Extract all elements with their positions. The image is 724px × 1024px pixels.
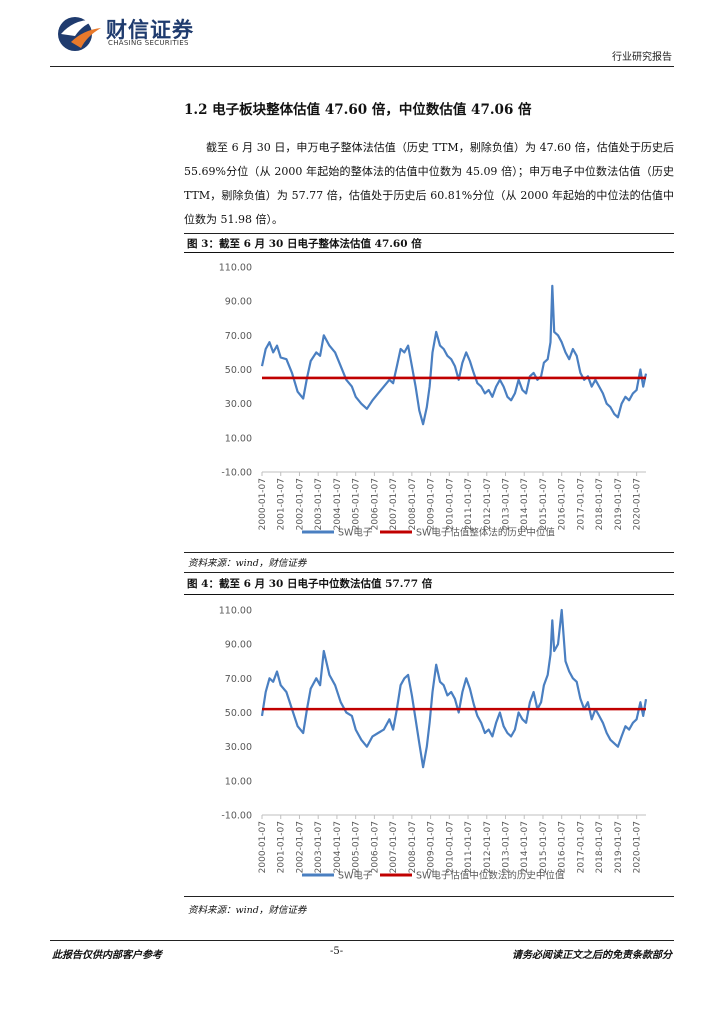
x-tick-label: 2013-01-07 — [502, 478, 512, 530]
x-tick-label: 2013-01-07 — [502, 821, 512, 873]
body-paragraph: 截至 6 月 30 日，申万电子整体法估值（历史 TTM，剔除负值）为 47.6… — [184, 141, 674, 226]
y-tick-label: 30.00 — [225, 399, 252, 410]
x-tick-label: 2020-01-07 — [633, 478, 643, 530]
x-tick-label: 2009-01-07 — [427, 478, 437, 530]
footer-disclaimer-left: 此报告仅供内部客户参考 — [52, 950, 162, 961]
brand-name-en: CHASING SECURITIES — [108, 39, 189, 47]
company-logo-icon — [57, 12, 103, 54]
x-tick-label: 2005-01-07 — [352, 821, 362, 873]
figure-3-chart: 110.00 90.00 70.00 50.00 30.00 10.00 -10.00 200… — [219, 263, 648, 539]
x-tick-label: 2001-01-07 — [277, 478, 287, 530]
report-type: 行业研究报告 — [612, 52, 672, 63]
x-tick-label: 2014-01-07 — [520, 821, 530, 873]
x-tick-label: 2009-01-07 — [427, 821, 437, 873]
figure-3-top-rule — [184, 233, 674, 234]
figure-3-source: 资料来源：wind，财信证券 — [188, 558, 307, 569]
series-line-sw-electronics — [260, 284, 648, 426]
figure-4-bottom-rule — [184, 896, 674, 897]
x-tick-label: 2019-01-07 — [614, 478, 624, 530]
figure-4-chart: 110.00 90.00 70.00 50.00 30.00 10.00 -10.00 200… — [219, 606, 648, 882]
x-tick-label: 2003-01-07 — [314, 478, 324, 530]
y-tick-label: 50.00 — [225, 365, 252, 376]
figure-4-title-rule — [184, 594, 674, 595]
x-tick-label: 2016-01-07 — [558, 478, 568, 530]
figure-4-top-rule — [184, 572, 674, 573]
x-tick-label: 2006-01-07 — [370, 478, 380, 530]
x-tick-label: 2003-01-07 — [314, 821, 324, 873]
legend-label-historical-median: SW电子估值整体法的历史中位值 — [416, 527, 555, 539]
x-tick-label: 2001-01-07 — [277, 821, 287, 873]
x-tick-label: 2002-01-07 — [295, 478, 305, 530]
footer-divider — [50, 940, 674, 941]
x-tick-label: 2012-01-07 — [483, 478, 493, 530]
x-tick-label: 2005-01-07 — [352, 478, 362, 530]
figure-3-title: 图 3：截至 6 月 30 日电子整体法估值 47.60 倍 — [187, 238, 422, 250]
y-tick-label: 110.00 — [219, 263, 252, 274]
figure-3-title-rule — [184, 252, 674, 253]
legend-label-sw-electronics: SW电子 — [338, 870, 373, 882]
x-tick-label: 2008-01-07 — [408, 478, 418, 530]
x-tick-label: 2017-01-07 — [576, 478, 586, 530]
x-tick-label: 2000-01-07 — [258, 478, 268, 530]
section-title: 1.2 电子板块整体估值 47.60 倍，中位数估值 47.06 倍 — [184, 102, 532, 118]
y-tick-label: 110.00 — [219, 606, 252, 617]
x-tick-label: 2010-01-07 — [445, 478, 455, 530]
y-tick-label: 90.00 — [225, 640, 252, 651]
footer-disclaimer-right: 请务必阅读正文之后的免责条款部分 — [512, 950, 672, 961]
brand-name-cn: 财信证券 — [106, 18, 194, 42]
series-line-sw-electronics — [260, 608, 648, 769]
y-tick-label: -10.00 — [221, 468, 252, 479]
y-tick-label: 90.00 — [225, 297, 252, 308]
x-tick-label: 2014-01-07 — [520, 478, 530, 530]
x-tick-label: 2018-01-07 — [595, 478, 605, 530]
x-tick-label: 2010-01-07 — [445, 821, 455, 873]
x-tick-label: 2019-01-07 — [614, 821, 624, 873]
x-tick-label: 2004-01-07 — [333, 478, 343, 530]
x-tick-label: 2020-01-07 — [633, 821, 643, 873]
figure-3-bottom-rule — [184, 552, 674, 553]
x-tick-label: 2015-01-07 — [539, 821, 549, 873]
y-tick-label: 50.00 — [225, 708, 252, 719]
y-tick-label: 30.00 — [225, 742, 252, 753]
legend-label-historical-median: SW电子估值中位数法的历史中位值 — [416, 870, 565, 882]
x-tick-label: 2004-01-07 — [333, 821, 343, 873]
x-tick-label: 2002-01-07 — [295, 821, 305, 873]
y-tick-label: -10.00 — [221, 811, 252, 822]
x-tick-label: 2011-01-07 — [464, 478, 474, 530]
legend-label-sw-electronics: SW电子 — [338, 527, 373, 539]
x-tick-label: 2011-01-07 — [464, 821, 474, 873]
x-tick-label: 2007-01-07 — [389, 478, 399, 530]
x-tick-label: 2008-01-07 — [408, 821, 418, 873]
x-tick-label: 2000-01-07 — [258, 821, 268, 873]
y-tick-label: 10.00 — [225, 776, 252, 787]
y-tick-label: 70.00 — [225, 331, 252, 342]
x-tick-label: 2006-01-07 — [370, 821, 380, 873]
x-tick-label: 2007-01-07 — [389, 821, 399, 873]
figure-4-source: 资料来源：wind，财信证券 — [188, 905, 307, 916]
x-tick-label: 2016-01-07 — [558, 821, 568, 873]
header-divider — [50, 66, 674, 67]
figure-4-title: 图 4：截至 6 月 30 日电子中位数法估值 57.77 倍 — [187, 578, 433, 590]
x-tick-label: 2015-01-07 — [539, 478, 549, 530]
page-number: -5- — [330, 946, 344, 957]
x-tick-label: 2018-01-07 — [595, 821, 605, 873]
x-tick-label: 2017-01-07 — [576, 821, 586, 873]
x-tick-label: 2012-01-07 — [483, 821, 493, 873]
y-tick-label: 10.00 — [225, 433, 252, 444]
y-tick-label: 70.00 — [225, 674, 252, 685]
